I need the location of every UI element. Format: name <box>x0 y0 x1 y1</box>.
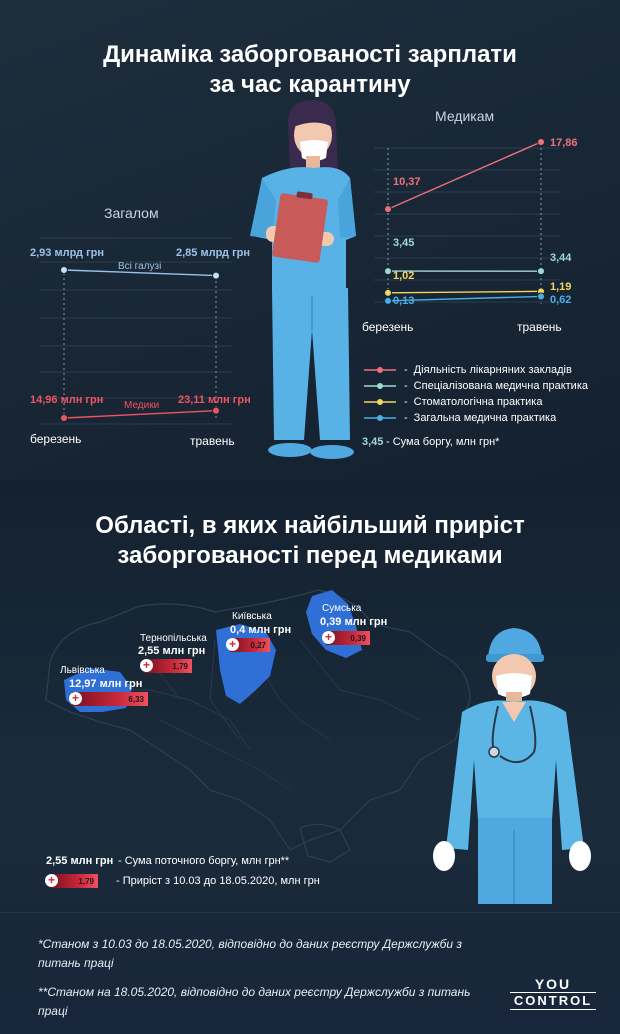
region-sumy-debt: 0,39 млн грн <box>320 616 388 628</box>
map-legend-growth-text: - Приріст з 10.03 до 18.05.2020, млн грн <box>116 875 320 887</box>
logo-line2: CONTROL <box>510 992 596 1010</box>
medykam-s4-end: 0,62 <box>550 294 572 306</box>
map-legend-debt-value: 2,55 млн грн <box>46 855 114 867</box>
legend-label: Спеціалізована медична практика <box>413 380 589 392</box>
series-point <box>212 271 220 280</box>
legend-line-icon <box>364 367 396 373</box>
plus-icon: + <box>322 631 335 644</box>
plus-icon: + <box>69 692 82 705</box>
doctor-figure <box>433 628 591 904</box>
region-ternopil-growth: 1,79 <box>172 661 188 671</box>
series-point <box>537 137 545 146</box>
plus-icon: + <box>45 874 58 887</box>
region-ternopil-name: Тернопільська <box>140 633 207 644</box>
legend-line-icon <box>364 383 396 389</box>
series-point <box>537 292 545 301</box>
medykam-s4-start: 0,13 <box>393 295 415 307</box>
region-lviv-name: Львівська <box>60 665 105 676</box>
legend-note-value: 3,45 <box>362 436 384 448</box>
plus-icon: + <box>226 638 239 651</box>
series-line-3 <box>387 290 542 294</box>
legend-label: Діяльність лікарняних закладів <box>413 364 572 376</box>
regions-title-line1: Області, в яких найбільший приріст <box>95 512 525 539</box>
series-line-1 <box>387 141 542 210</box>
medykam-s3-end: 1,19 <box>550 281 572 293</box>
region-lviv-debt: 12,97 млн грн <box>69 678 143 690</box>
series-point <box>60 414 68 422</box>
map-legend-debt-text: - Сума поточного боргу, млн грн** <box>118 855 290 867</box>
youcontrol-logo: YOU CONTROL <box>510 976 596 1010</box>
zagalom-series1-end-label: 2,85 млрд грн <box>176 247 251 259</box>
medykam-s2-end: 3,44 <box>550 252 572 264</box>
series-point <box>212 406 220 415</box>
zagalom-series2-end-label: 23,11 млн грн <box>178 394 251 406</box>
zagalom-title: Загалом <box>104 205 159 221</box>
divider <box>0 912 620 913</box>
crimea-outline <box>299 823 351 863</box>
region-sumy-growth: 0,39 <box>350 633 366 643</box>
nurse-illustration <box>250 100 356 459</box>
page-title-line2: за час карантину <box>209 71 411 98</box>
series-line-1 <box>63 269 217 277</box>
region-ternopil-growth-bar: 1,79 <box>144 659 192 673</box>
region-kyiv-growth-bar: 0,27 <box>230 638 270 652</box>
legend-item-specialized: - Спеціалізована медична практика <box>362 378 588 394</box>
map-legend-growth-value: 1,79 <box>78 876 94 886</box>
region-ternopil-debt: 2,55 млн грн <box>138 645 206 657</box>
legend-label: Загальна медична практика <box>413 412 557 424</box>
legend-item-dental: - Стоматологічна практика <box>362 394 542 410</box>
zagalom-series1-start-label: 2,93 млрд грн <box>30 247 105 259</box>
zagalom-x-end: травень <box>190 434 235 448</box>
series-line-2 <box>63 409 217 419</box>
medykam-s3-start: 1,02 <box>393 270 415 282</box>
region-lviv-growth-bar: 6,33 <box>72 692 148 706</box>
region-sumy-name: Сумська <box>322 603 362 614</box>
zagalom-series2-name: Медики <box>124 400 160 411</box>
series-point <box>384 288 392 297</box>
regions-title-line2: заборгованості перед медиками <box>117 542 503 569</box>
region-sumy-growth-bar: 0,39 <box>326 631 370 645</box>
zagalom-series1-name: Всі галузі <box>118 261 162 272</box>
legend-label: Стоматологічна практика <box>413 396 543 408</box>
nurse-figure <box>250 100 356 459</box>
series-point <box>384 205 392 214</box>
zagalom-chart <box>40 237 232 425</box>
medykam-chart <box>374 137 560 305</box>
zagalom-x-start: березень <box>30 432 82 446</box>
medykam-title: Медикам <box>435 108 495 124</box>
plus-icon: + <box>140 659 153 672</box>
medykam-x-start: березень <box>362 320 414 334</box>
page-title-line1: Динаміка заборгованості зарплати <box>103 41 517 68</box>
region-kyiv-name: Київська <box>232 611 272 622</box>
series-point <box>384 296 392 305</box>
legend-note-text: - Сума боргу, млн грн* <box>386 436 500 448</box>
series-point <box>384 267 392 276</box>
footnote-1: *Станом з 10.03 до 18.05.2020, відповідн… <box>38 937 462 970</box>
zagalom-series2-start-label: 14,96 млн грн <box>30 394 104 406</box>
series-line-4 <box>387 295 542 302</box>
medykam-s2-start: 3,45 <box>393 237 415 249</box>
series-point <box>60 266 68 274</box>
legend-line-icon <box>364 415 396 421</box>
footnote-2: **Станом на 18.05.2020, відповідно до да… <box>38 985 471 1018</box>
legend-item-general: - Загальна медична практика <box>362 410 556 426</box>
legend-line-icon <box>364 399 396 405</box>
legend-item-hospital: - Діяльність лікарняних закладів <box>362 362 572 378</box>
medykam-s1-end: 17,86 <box>550 137 578 149</box>
medykam-s1-start: 10,37 <box>393 176 421 188</box>
region-kyiv-debt: 0,4 млн грн <box>230 624 292 636</box>
logo-line1: YOU <box>534 976 572 992</box>
region-kyiv-growth: 0,27 <box>250 640 266 650</box>
medykam-x-end: травень <box>517 320 562 334</box>
series-point <box>537 267 545 276</box>
region-lviv-growth: 6,33 <box>128 694 144 704</box>
map-legend-growth-bar: 1,79 <box>50 874 98 888</box>
